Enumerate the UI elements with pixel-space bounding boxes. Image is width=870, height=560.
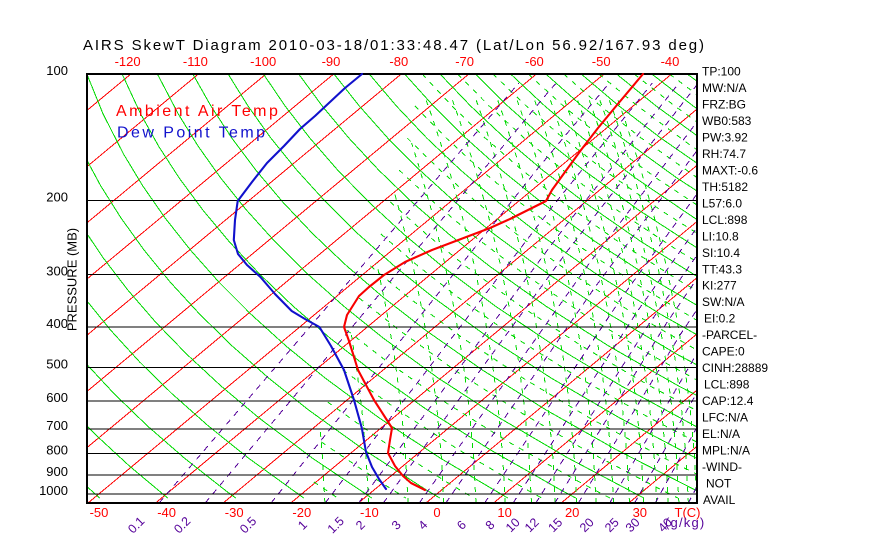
svg-text:SW:N/A: SW:N/A xyxy=(702,295,744,309)
svg-text:-20: -20 xyxy=(292,505,311,520)
svg-text:800: 800 xyxy=(46,442,68,457)
svg-text:15: 15 xyxy=(546,515,566,535)
svg-text:-50: -50 xyxy=(592,54,611,69)
svg-text:20: 20 xyxy=(577,515,597,535)
svg-text:-30: -30 xyxy=(225,505,244,520)
svg-text:LI:10.8: LI:10.8 xyxy=(702,229,739,243)
svg-text:-120: -120 xyxy=(115,54,141,69)
svg-text:L57:6.0: L57:6.0 xyxy=(702,196,742,210)
svg-text:1.5: 1.5 xyxy=(325,514,347,536)
svg-text:(g/kg): (g/kg) xyxy=(665,515,705,530)
svg-text:12: 12 xyxy=(522,515,542,535)
svg-text:T(C): T(C) xyxy=(675,505,701,520)
svg-text:PRESSURE (MB): PRESSURE (MB) xyxy=(65,228,80,331)
svg-text:LCL:898: LCL:898 xyxy=(704,378,750,392)
svg-text:-50: -50 xyxy=(90,505,109,520)
svg-text:CINH:28889: CINH:28889 xyxy=(702,361,768,375)
svg-text:Ambient Air Temp: Ambient Air Temp xyxy=(116,103,280,120)
svg-text:EL:N/A: EL:N/A xyxy=(702,427,740,441)
svg-text:6: 6 xyxy=(454,518,469,533)
svg-text:-40: -40 xyxy=(661,54,680,69)
svg-text:CAPE:0: CAPE:0 xyxy=(702,345,745,359)
svg-text:LFC:N/A: LFC:N/A xyxy=(702,411,748,425)
svg-text:200: 200 xyxy=(46,189,68,204)
svg-text:-10: -10 xyxy=(360,505,379,520)
svg-text:3: 3 xyxy=(389,518,404,533)
svg-text:400: 400 xyxy=(46,316,68,331)
svg-text:100: 100 xyxy=(46,63,68,78)
svg-text:300: 300 xyxy=(46,263,68,278)
svg-text:CAP:12.4: CAP:12.4 xyxy=(702,394,754,408)
svg-text:MPL:N/A: MPL:N/A xyxy=(702,444,750,458)
svg-text:EI:0.2: EI:0.2 xyxy=(704,312,736,326)
svg-text:TP:100: TP:100 xyxy=(702,65,741,79)
svg-text:-40: -40 xyxy=(157,505,176,520)
svg-text:0: 0 xyxy=(433,505,440,520)
svg-text:RH:74.7: RH:74.7 xyxy=(702,147,746,161)
svg-text:KI:277: KI:277 xyxy=(702,279,737,293)
svg-text:SI:10.4: SI:10.4 xyxy=(702,246,740,260)
svg-text:500: 500 xyxy=(46,357,68,372)
svg-text:10: 10 xyxy=(497,505,511,520)
svg-text:4: 4 xyxy=(416,518,431,533)
svg-text:AVAIL: AVAIL xyxy=(703,493,736,507)
svg-text:8: 8 xyxy=(483,518,498,533)
svg-text:AIRS SkewT Diagram 2010-03-18/: AIRS SkewT Diagram 2010-03-18/01:33:48.4… xyxy=(83,37,706,54)
svg-text:MAXT:-0.6: MAXT:-0.6 xyxy=(702,163,758,177)
svg-text:1000: 1000 xyxy=(39,483,68,498)
svg-text:-80: -80 xyxy=(389,54,408,69)
svg-text:-70: -70 xyxy=(455,54,474,69)
svg-text:700: 700 xyxy=(46,418,68,433)
svg-text:-PARCEL-: -PARCEL- xyxy=(702,328,757,342)
svg-text:NOT: NOT xyxy=(706,477,732,491)
svg-text:TH:5182: TH:5182 xyxy=(702,180,748,194)
svg-text:30: 30 xyxy=(633,505,647,520)
svg-text:600: 600 xyxy=(46,390,68,405)
svg-text:900: 900 xyxy=(46,464,68,479)
svg-text:Dew Point Temp: Dew Point Temp xyxy=(117,125,268,142)
svg-text:LCL:898: LCL:898 xyxy=(702,213,748,227)
svg-text:TT:43.3: TT:43.3 xyxy=(702,262,742,276)
svg-text:MW:N/A: MW:N/A xyxy=(702,81,746,95)
svg-text:25: 25 xyxy=(602,515,622,535)
svg-text:-110: -110 xyxy=(183,54,208,69)
svg-text:20: 20 xyxy=(565,505,579,520)
svg-text:PW:3.92: PW:3.92 xyxy=(702,130,748,144)
svg-text:-60: -60 xyxy=(525,54,544,69)
svg-text:FRZ:BG: FRZ:BG xyxy=(702,97,746,111)
svg-text:0.1: 0.1 xyxy=(125,514,147,536)
svg-text:-WIND-: -WIND- xyxy=(702,460,742,474)
svg-text:WB0:583: WB0:583 xyxy=(702,114,752,128)
svg-text:-90: -90 xyxy=(322,54,341,69)
svg-text:-100: -100 xyxy=(250,54,276,69)
